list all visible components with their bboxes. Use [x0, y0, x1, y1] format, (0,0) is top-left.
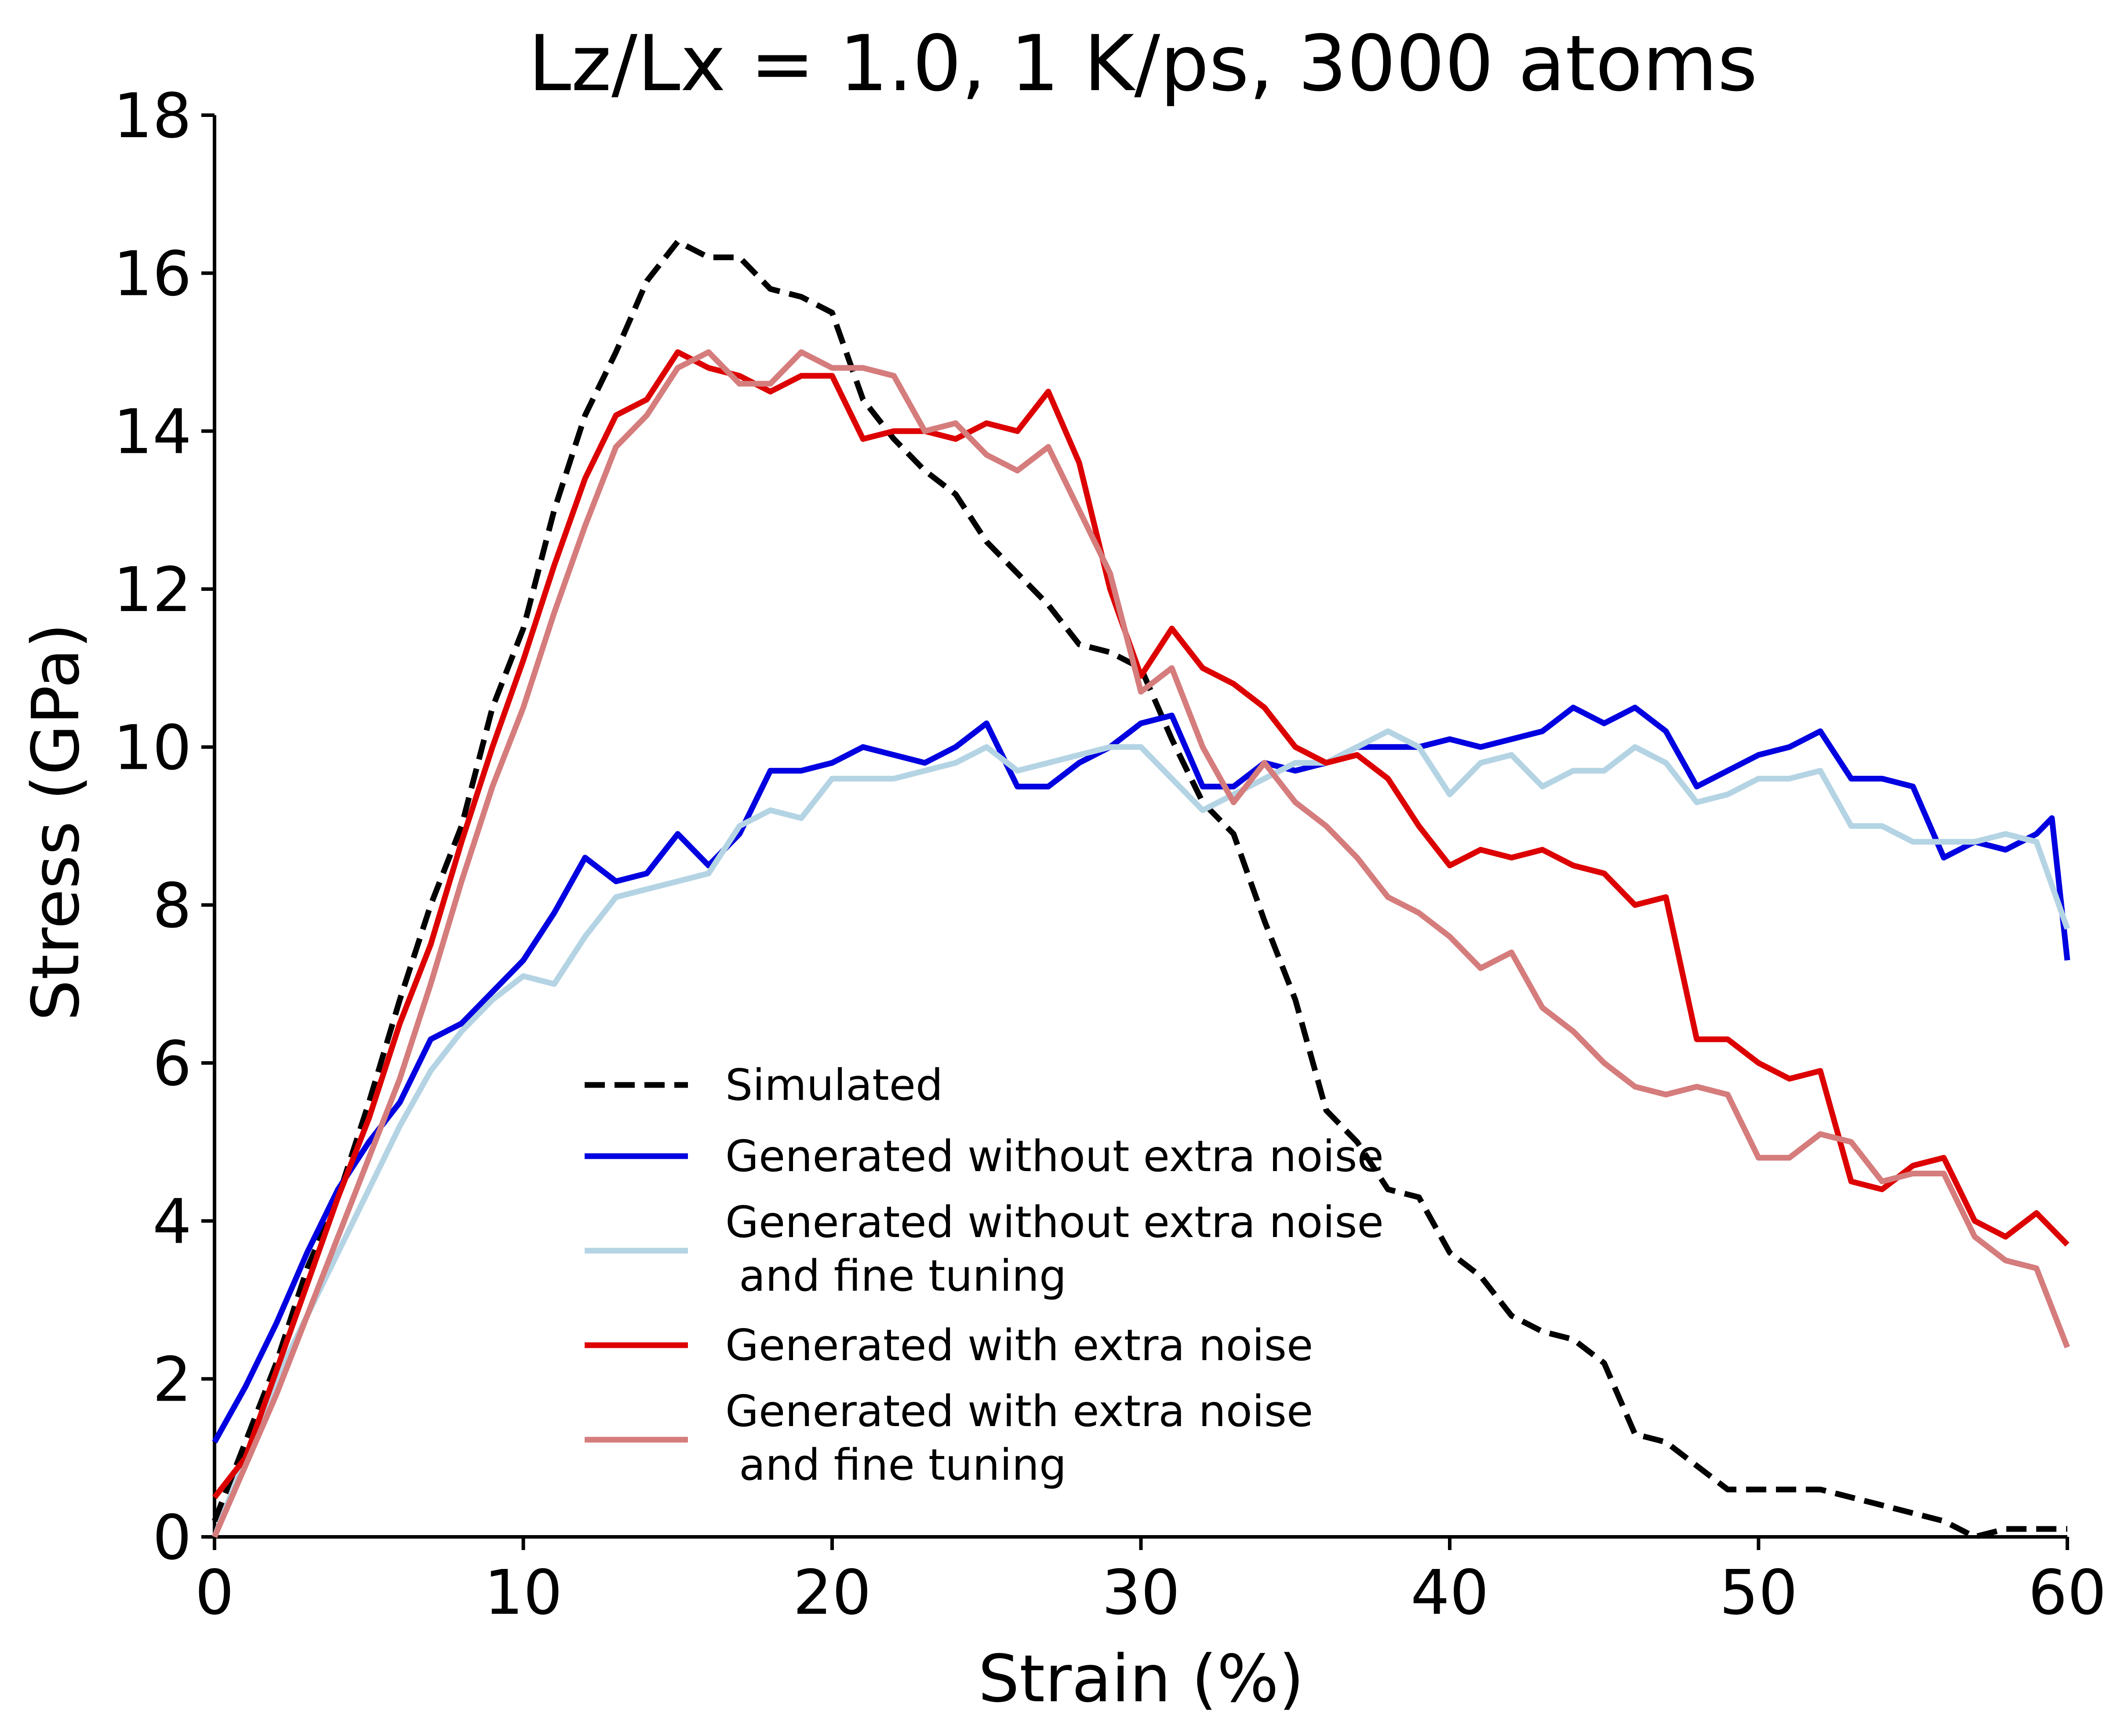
x-tick-label: 30 — [1102, 1557, 1180, 1629]
y-tick-label: 18 — [113, 80, 192, 152]
x-tick-label: 0 — [195, 1557, 234, 1629]
legend: Simulated Generated without extra noise Ge… — [585, 1060, 1384, 1490]
y-tick-label: 8 — [153, 870, 192, 942]
x-ticks: 0 10 20 30 40 50 60 — [195, 1537, 2106, 1629]
y-ticks: 0 2 4 6 8 10 12 14 16 18 — [113, 80, 215, 1574]
y-tick-label: 12 — [113, 554, 192, 626]
series-line-4 — [212, 349, 2070, 1538]
y-tick-label: 10 — [113, 712, 192, 784]
x-axis-label: Strain (%) — [978, 1641, 1304, 1717]
series-line-2 — [211, 728, 2070, 1538]
legend-label-4: Generated with extra noise and fine tuni… — [725, 1387, 1313, 1490]
y-tick-label: 2 — [153, 1344, 192, 1416]
plot-lines — [211, 239, 2070, 1540]
legend-label-0: Simulated — [725, 1060, 943, 1110]
x-tick-label: 50 — [1719, 1557, 1797, 1629]
y-tick-label: 0 — [153, 1502, 192, 1574]
series-line-3 — [212, 349, 2070, 1499]
y-tick-label: 4 — [153, 1186, 192, 1258]
x-tick-label: 40 — [1411, 1557, 1489, 1629]
y-axis-label: Stress (GPa) — [18, 623, 94, 1021]
y-tick-label: 16 — [113, 238, 192, 310]
y-tick-label: 14 — [113, 397, 192, 468]
y-tick-label: 6 — [153, 1028, 192, 1100]
legend-label-2: Generated without extra noise and fine t… — [725, 1197, 1384, 1301]
legend-label-3: Generated with extra noise — [725, 1321, 1313, 1371]
legend-label-1: Generated without extra noise — [725, 1132, 1384, 1182]
x-tick-label: 20 — [793, 1557, 871, 1629]
chart-title: Lz/Lx = 1.0, 1 K/ps, 3000 atoms — [528, 19, 1758, 109]
series-line-0 — [211, 239, 2067, 1540]
series-line-1 — [212, 705, 2070, 1444]
x-tick-label: 10 — [484, 1557, 562, 1629]
x-tick-label: 60 — [2028, 1557, 2106, 1629]
